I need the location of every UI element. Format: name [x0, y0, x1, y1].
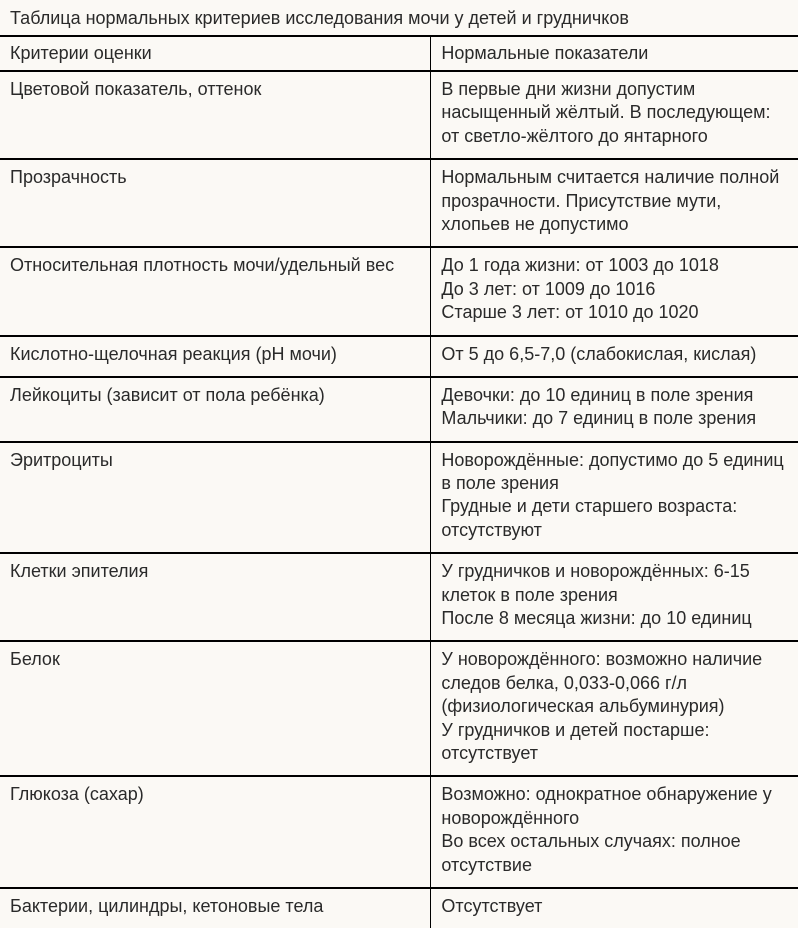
table-row: Клетки эпителия У грудничков и новорождё… [0, 553, 798, 641]
value-cell: У грудничков и новорождённых: 6-15 клето… [431, 553, 798, 641]
table-row: Белок У новорождённого: возможно наличие… [0, 641, 798, 776]
value-cell: До 1 года жизни: от 1003 до 1018До 3 лет… [431, 247, 798, 335]
value-cell: Отсутствует [431, 888, 798, 928]
table-row: Эритроциты Новорождённые: допустимо до 5… [0, 442, 798, 554]
criteria-cell: Эритроциты [0, 442, 431, 554]
table-body: Цветовой показатель, оттенок В первые дн… [0, 71, 798, 928]
criteria-cell: Прозрачность [0, 159, 431, 247]
header-row: Критерии оценки Нормальные показатели [0, 36, 798, 71]
value-cell: Нормальным считается наличие полной проз… [431, 159, 798, 247]
criteria-cell: Белок [0, 641, 431, 776]
criteria-cell: Глюкоза (сахар) [0, 776, 431, 888]
value-cell: В первые дни жизни допустим насыщенный ж… [431, 71, 798, 159]
table-row: Лейкоциты (зависит от пола ребёнка) Дево… [0, 377, 798, 442]
value-cell: У новорождённого: возможно наличие следо… [431, 641, 798, 776]
criteria-cell: Кислотно-щелочная реакция (pH мочи) [0, 336, 431, 377]
urine-criteria-table-container: Таблица нормальных критериев исследовани… [0, 0, 798, 928]
criteria-cell: Относительная плотность мочи/удельный ве… [0, 247, 431, 335]
criteria-cell: Лейкоциты (зависит от пола ребёнка) [0, 377, 431, 442]
urine-criteria-table: Таблица нормальных критериев исследовани… [0, 0, 798, 928]
value-cell: Возможно: однократное обнаружение у ново… [431, 776, 798, 888]
table-row: Цветовой показатель, оттенок В первые дн… [0, 71, 798, 159]
criteria-cell: Цветовой показатель, оттенок [0, 71, 431, 159]
column-header-values: Нормальные показатели [431, 36, 798, 71]
value-cell: От 5 до 6,5-7,0 (слабокислая, кислая) [431, 336, 798, 377]
table-row: Бактерии, цилиндры, кетоновые тела Отсут… [0, 888, 798, 928]
column-header-criteria: Критерии оценки [0, 36, 431, 71]
title-row: Таблица нормальных критериев исследовани… [0, 0, 798, 36]
table-row: Глюкоза (сахар) Возможно: однократное об… [0, 776, 798, 888]
table-row: Относительная плотность мочи/удельный ве… [0, 247, 798, 335]
criteria-cell: Клетки эпителия [0, 553, 431, 641]
table-row: Кислотно-щелочная реакция (pH мочи) От 5… [0, 336, 798, 377]
criteria-cell: Бактерии, цилиндры, кетоновые тела [0, 888, 431, 928]
value-cell: Новорождённые: допустимо до 5 единиц в п… [431, 442, 798, 554]
value-cell: Девочки: до 10 единиц в поле зренияМальч… [431, 377, 798, 442]
table-title: Таблица нормальных критериев исследовани… [0, 0, 798, 36]
table-row: Прозрачность Нормальным считается наличи… [0, 159, 798, 247]
